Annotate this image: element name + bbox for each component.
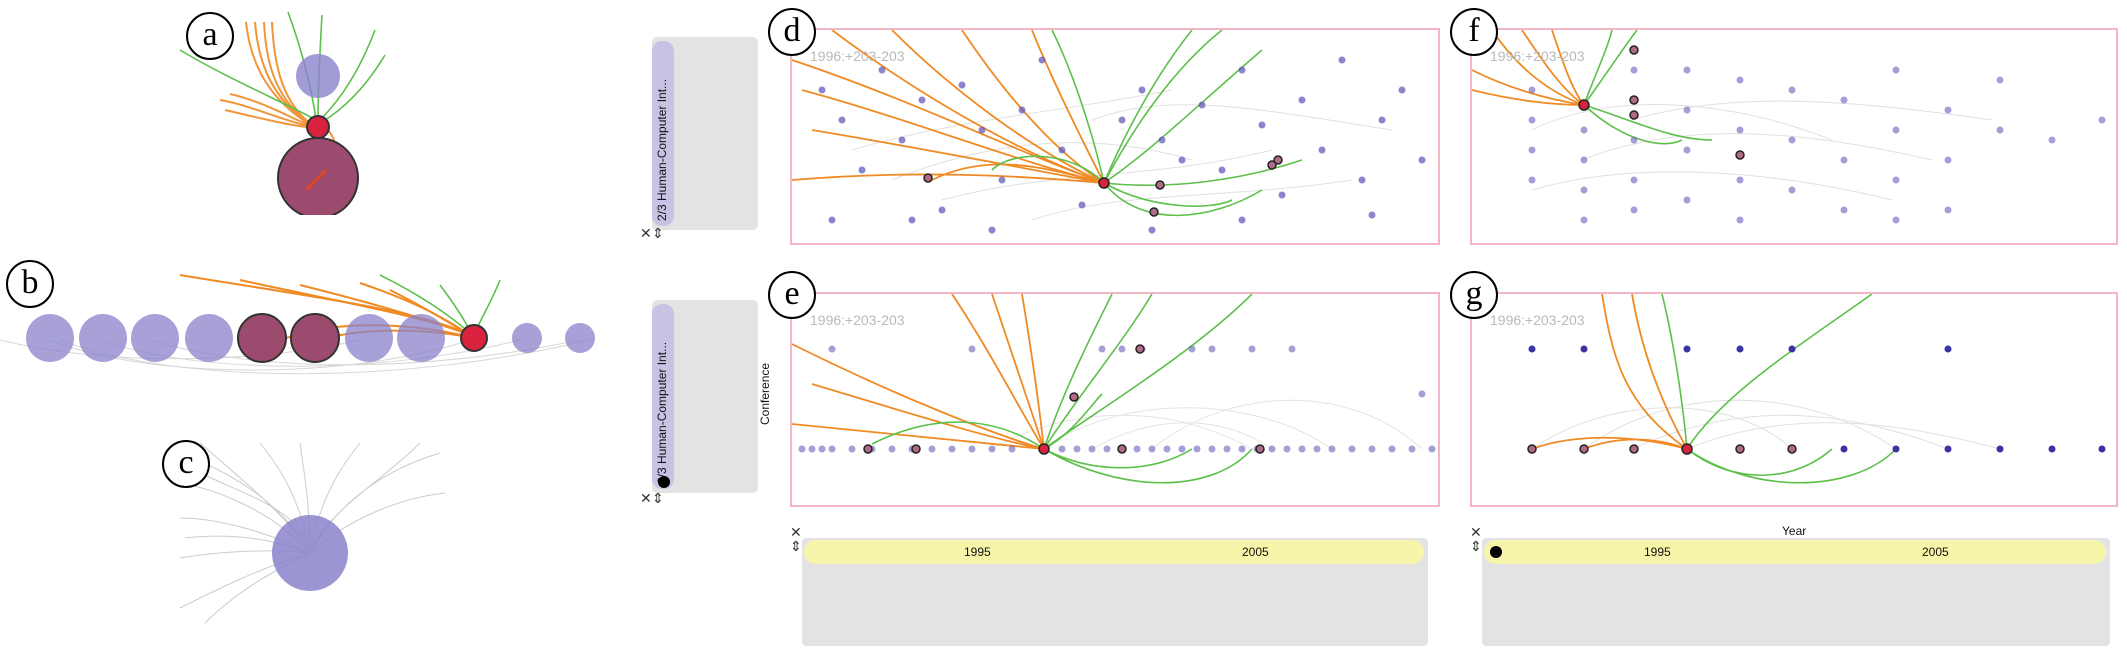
panel-a: a [170, 10, 390, 219]
node-b-8 [397, 314, 445, 362]
plot-e-label: 1996:+203-203 [810, 312, 905, 328]
plot-d-graphic [792, 30, 1426, 234]
year-axis-title: Year [1782, 524, 1807, 538]
plot-e: 1996:+203-203 [790, 292, 1440, 507]
node-b-3 [131, 314, 179, 362]
plot-g-label: 1996:+203-203 [1490, 312, 1585, 328]
focus-node-g [1681, 443, 1693, 455]
node-b-6 [290, 313, 340, 363]
close-icon[interactable]: ✕ [1470, 524, 1482, 540]
tick-2005: 2005 [1922, 545, 1949, 559]
plot-f-label: 1996:+203-203 [1490, 48, 1585, 64]
side-pill-top[interactable]: 2/3 Human-Computer Int... [652, 41, 674, 226]
time-control-right[interactable]: 1995 2005 [1482, 538, 2110, 646]
tick-2005: 2005 [1242, 545, 1269, 559]
plot-g-graphic [1527, 294, 2106, 484]
node-focus [306, 115, 330, 139]
focus-node-e [1038, 443, 1050, 455]
panel-c: c [160, 438, 450, 638]
node-c [272, 515, 348, 591]
plot-e-graphic [792, 294, 1436, 484]
side-pill-label-bottom: 2/3 Human-Computer Int... [655, 341, 669, 484]
plot-g: 1996:+203-203 [1470, 292, 2118, 507]
time-bar-left[interactable]: 1995 2005 [804, 540, 1424, 564]
plot-d-label: 1996:+203-203 [810, 48, 905, 64]
plot-d: 1996:+203-203 [790, 28, 1440, 245]
panel-tag-a: a [186, 12, 234, 60]
focus-node-d [1098, 177, 1110, 189]
resize-icon[interactable]: ⇕ [790, 538, 802, 554]
resize-icon[interactable]: ⇕ [652, 225, 664, 241]
tick-1995: 1995 [1644, 545, 1671, 559]
time-knob[interactable] [1490, 546, 1502, 558]
side-knob[interactable] [658, 476, 670, 488]
time-bar-right[interactable]: 1995 2005 [1484, 540, 2106, 564]
panel-tag-b: b [6, 260, 54, 308]
resize-icon[interactable]: ⇕ [652, 490, 664, 506]
side-pill-label-top: 2/3 Human-Computer Int... [655, 78, 669, 221]
node-b-11 [565, 323, 595, 353]
panel-tag-d: d [768, 8, 816, 56]
focus-node-f [1578, 99, 1590, 111]
resize-icon[interactable]: ⇕ [1470, 538, 1482, 554]
close-icon[interactable]: ✕ [640, 490, 652, 506]
tick-1995: 1995 [964, 545, 991, 559]
close-icon[interactable]: ✕ [640, 225, 652, 241]
node-b-1 [26, 314, 74, 362]
node-b-4 [185, 314, 233, 362]
side-control-bottom[interactable]: 2/3 Human-Computer Int... [652, 300, 758, 493]
plot-f: 1996:+203-203 [1470, 28, 2118, 245]
panel-tag-f: f [1450, 8, 1498, 56]
close-icon[interactable]: ✕ [790, 524, 802, 540]
node-b-7 [345, 314, 393, 362]
node-b-10 [512, 323, 542, 353]
e-axis-label: Conference [758, 362, 772, 425]
node-b-focus [460, 324, 488, 352]
panel-tag-e: e [768, 271, 816, 319]
panel-b-graphic [0, 274, 595, 375]
time-control-left[interactable]: 1995 2005 [802, 538, 1428, 646]
node-b-5 [237, 313, 287, 363]
side-control-top[interactable]: 2/3 Human-Computer Int... [652, 37, 758, 230]
plot-f-graphic [1472, 30, 2106, 224]
panel-tag-g: g [1450, 271, 1498, 319]
node-large-blue [296, 54, 340, 98]
side-pill-bottom[interactable]: 2/3 Human-Computer Int... [652, 304, 674, 489]
panel-tag-c: c [162, 440, 210, 488]
node-b-2 [79, 314, 127, 362]
panel-b: b [0, 255, 610, 385]
